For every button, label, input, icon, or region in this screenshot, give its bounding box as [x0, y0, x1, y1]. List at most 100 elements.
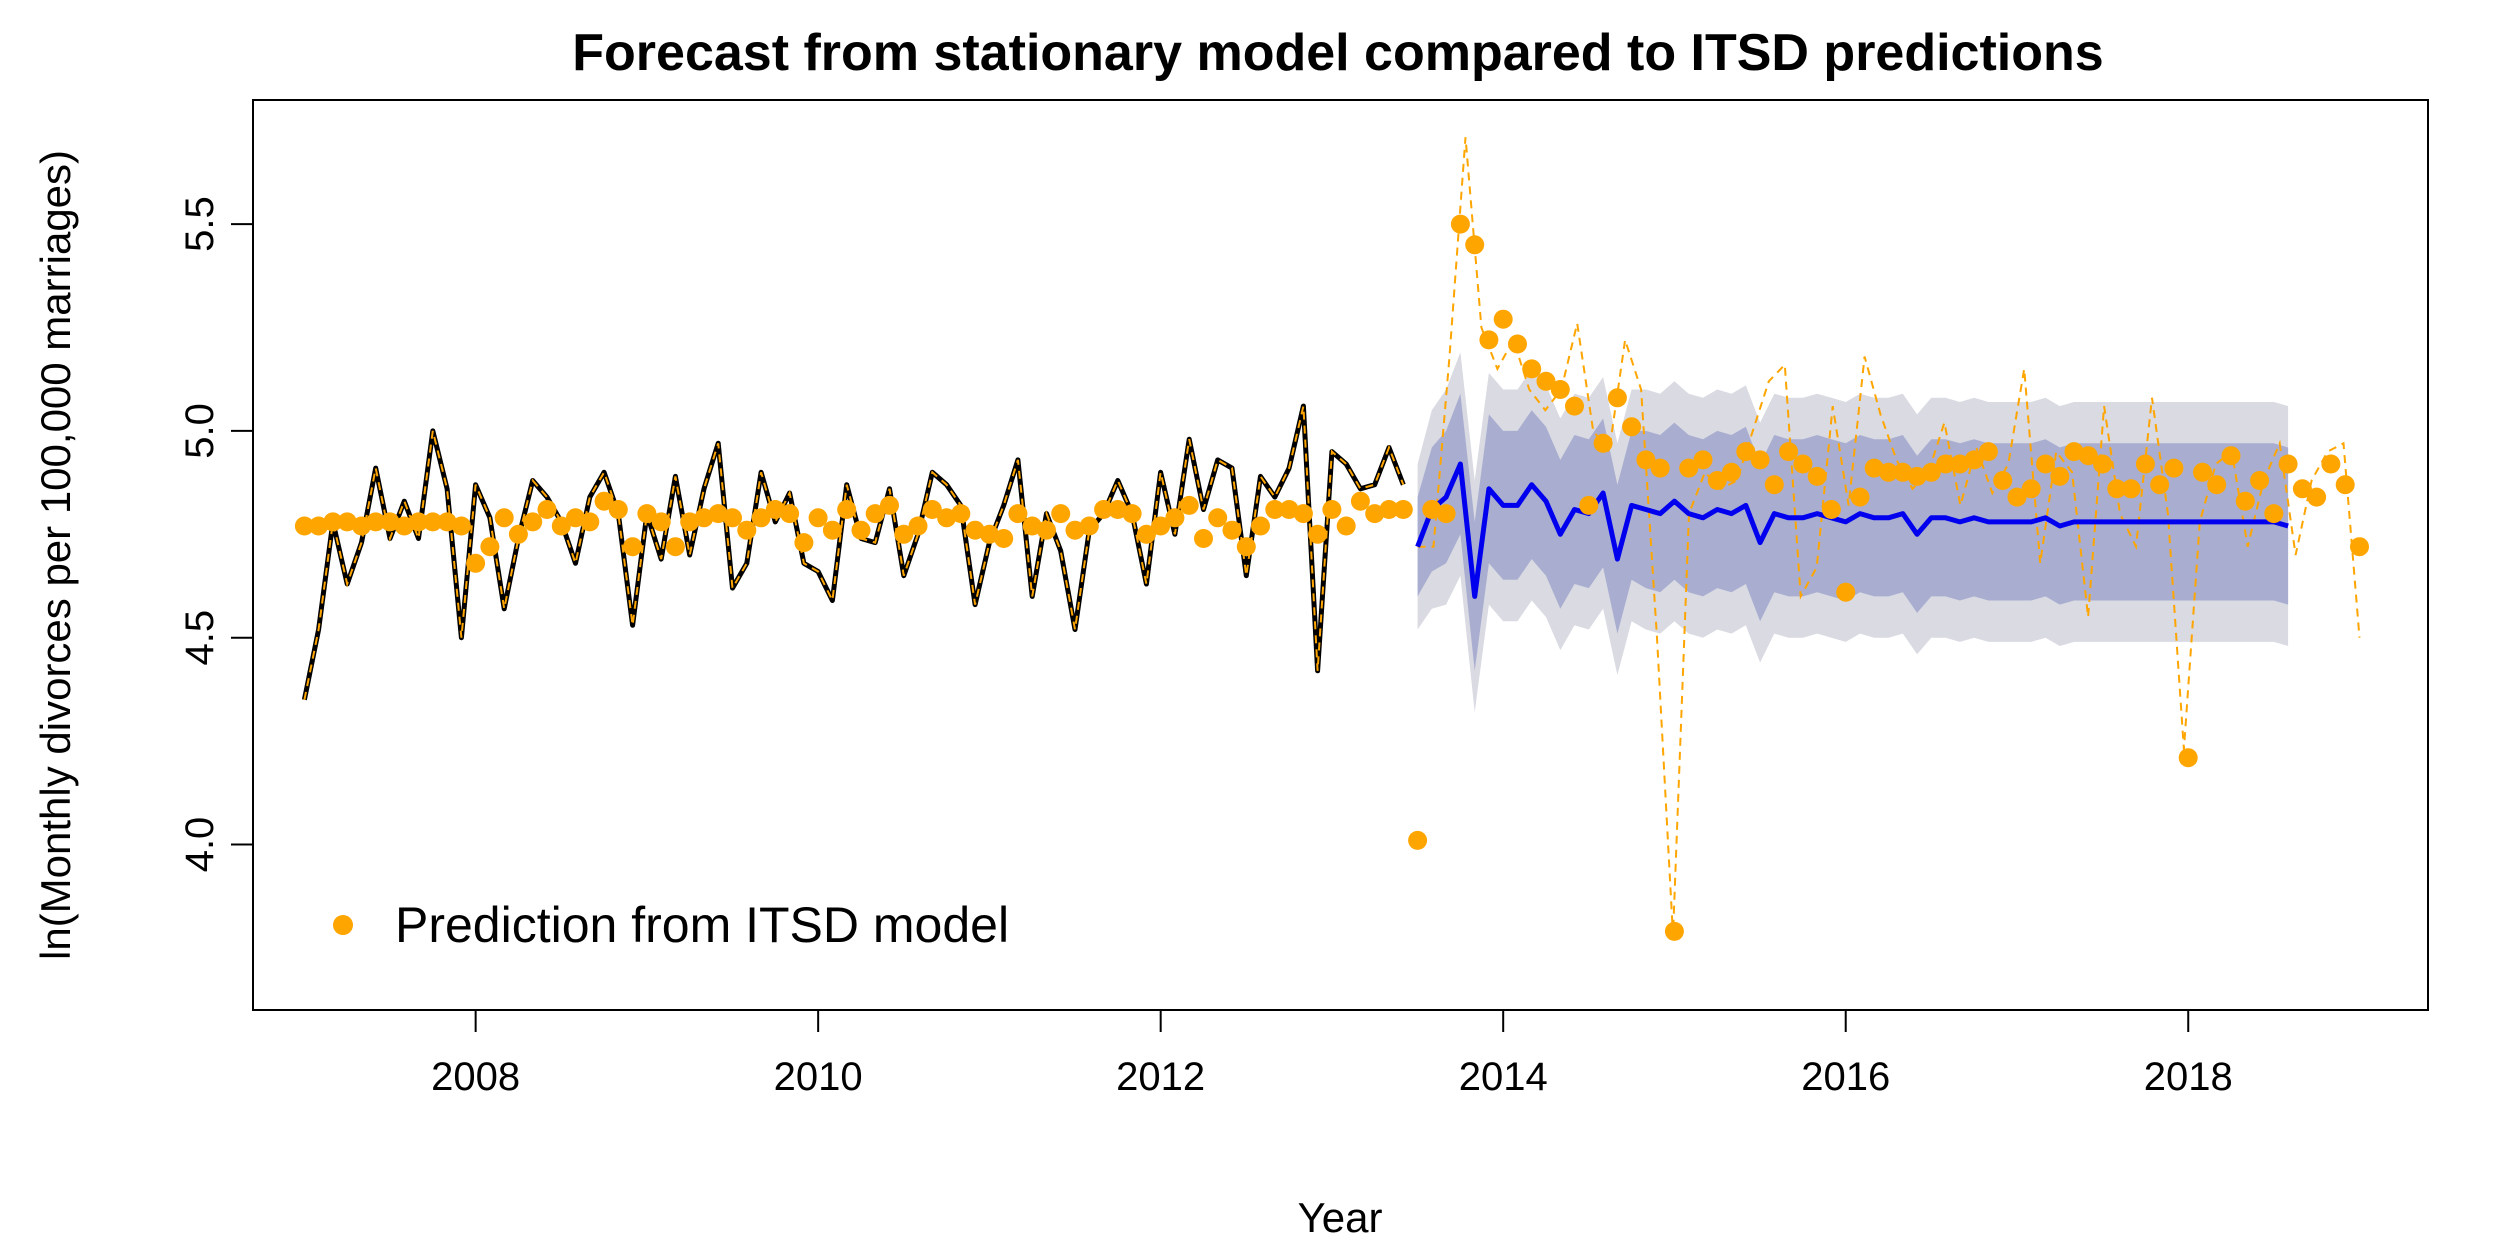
itsd-point — [1308, 524, 1328, 544]
itsd-point — [494, 508, 514, 528]
itsd-point — [880, 495, 899, 515]
itsd-point — [1251, 516, 1270, 536]
itsd-point — [566, 508, 585, 528]
itsd-point — [1179, 495, 1199, 515]
itsd-point — [665, 537, 685, 557]
itsd-point — [309, 516, 329, 536]
itsd-point — [1879, 462, 1898, 482]
itsd-point — [423, 512, 443, 532]
itsd-point — [1436, 504, 1456, 524]
itsd-point — [1565, 396, 1584, 416]
observed-series-line — [301, 403, 1406, 701]
itsd-point — [1236, 537, 1256, 557]
itsd-point — [1279, 500, 1299, 519]
series-layer — [294, 137, 2369, 941]
itsd-point — [2121, 479, 2141, 499]
itsd-point — [2036, 454, 2055, 474]
itsd-point — [1636, 450, 1656, 470]
itsd-point — [1622, 417, 1642, 437]
itsd-point — [1379, 500, 1399, 519]
itsd-point — [2050, 466, 2070, 486]
itsd-point — [2307, 487, 2327, 507]
itsd-point — [1550, 380, 1570, 399]
itsd-point — [837, 500, 857, 519]
itsd-point — [1736, 442, 1756, 462]
itsd-prediction-line — [1417, 137, 2361, 936]
itsd-point — [737, 520, 757, 540]
itsd-point — [580, 512, 600, 532]
itsd-point — [2235, 491, 2255, 511]
itsd-point — [808, 508, 828, 528]
itsd-point — [1450, 214, 1470, 234]
itsd-point — [1779, 442, 1799, 462]
itsd-point — [922, 500, 942, 519]
itsd-point — [608, 500, 628, 519]
itsd-point — [794, 533, 814, 553]
y-tick-label: 5.0 — [178, 403, 222, 459]
itsd-point — [2207, 475, 2227, 495]
itsd-point — [1094, 500, 1114, 519]
itsd-point — [780, 504, 800, 524]
y-tick-label: 4.0 — [178, 817, 222, 873]
itsd-point — [951, 504, 971, 524]
itsd-point — [1393, 500, 1413, 519]
itsd-point — [1122, 504, 1142, 524]
itsd-point — [1108, 500, 1128, 519]
itsd-point — [1664, 921, 1684, 941]
itsd-point — [2093, 454, 2113, 474]
itsd-point — [466, 553, 486, 573]
itsd-point — [1165, 508, 1185, 528]
y-axis-label: ln(Monthly divorces per 100,000 marriage… — [32, 150, 79, 960]
itsd-point — [965, 520, 985, 540]
prediction-bands — [1417, 352, 2289, 713]
itsd-point — [2193, 462, 2212, 482]
itsd-point — [380, 512, 400, 532]
x-tick-label: 2010 — [774, 1055, 863, 1099]
itsd-point — [1336, 516, 1356, 536]
itsd-point — [1936, 454, 1956, 474]
itsd-point — [337, 512, 357, 532]
legend: Prediction from ITSD model — [333, 897, 1009, 953]
itsd-point — [623, 537, 643, 557]
itsd-point — [1807, 466, 1827, 486]
itsd-point — [2078, 446, 2098, 466]
itsd-point — [1750, 450, 1770, 470]
itsd-point — [1722, 462, 1741, 482]
itsd-point — [1265, 500, 1285, 519]
y-tick-label: 5.5 — [178, 196, 222, 252]
itsd-point — [1151, 516, 1171, 536]
itsd-point — [1422, 500, 1442, 519]
itsd-point — [2178, 748, 2198, 768]
itsd-point — [651, 512, 671, 532]
itsd-point — [1679, 458, 1699, 478]
itsd-point — [1051, 504, 1071, 524]
itsd-point — [723, 508, 742, 528]
x-axis: 2008 2010 2012 2014 2016 2018 — [431, 1009, 2233, 1099]
itsd-point — [1322, 500, 1342, 519]
itsd-point — [2221, 446, 2241, 466]
itsd-point — [1536, 371, 1556, 391]
itsd-point — [1008, 504, 1028, 524]
itsd-point — [1465, 235, 1485, 255]
itsd-point — [1693, 450, 1713, 470]
itsd-point — [294, 516, 314, 536]
itsd-point — [1821, 500, 1841, 519]
x-tick-label: 2012 — [1116, 1055, 1205, 1099]
legend-marker-itsd — [333, 915, 353, 935]
itsd-point — [1964, 450, 1984, 470]
itsd-point — [1037, 520, 1056, 540]
itsd-point — [1350, 491, 1370, 511]
itsd-point — [994, 529, 1014, 548]
itsd-point — [680, 512, 700, 532]
y-axis: 4.0 4.5 5.0 5.5 — [178, 196, 254, 873]
itsd-point — [551, 516, 571, 536]
itsd-point — [2164, 458, 2184, 478]
itsd-point — [323, 512, 343, 532]
itsd-point — [1479, 330, 1499, 350]
itsd-point — [1065, 520, 1085, 540]
itsd-point — [908, 516, 928, 536]
itsd-point — [2107, 479, 2127, 499]
itsd-point — [2250, 471, 2270, 490]
itsd-point — [1978, 442, 1998, 462]
